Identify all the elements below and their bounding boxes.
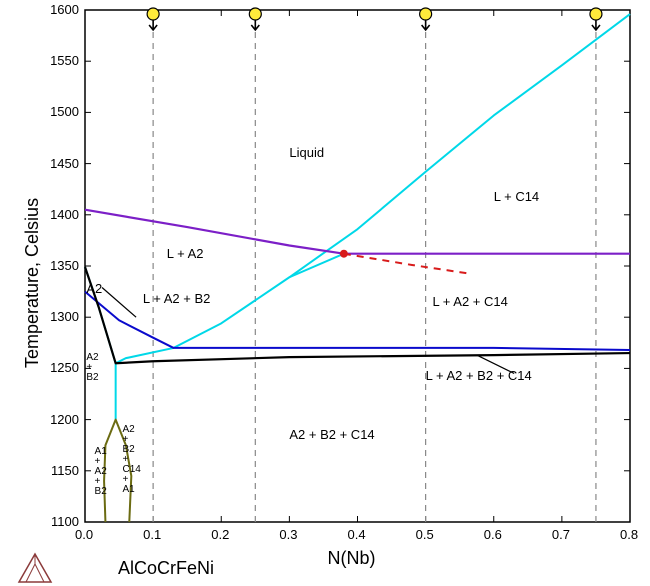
y-tick-label: 1450 [50, 156, 79, 171]
phase-region-label: L + A2 + B2 + C14 [426, 368, 532, 383]
y-tick-label: 1250 [50, 360, 79, 375]
x-tick-label: 0.0 [75, 527, 93, 542]
x-tick-label: 0.5 [416, 527, 434, 542]
y-tick-label: 1100 [51, 514, 79, 529]
phase-region-label: L + C14 [494, 189, 539, 204]
system-caption: AlCoCrFeNi [118, 558, 214, 579]
y-tick-label: 1300 [50, 309, 79, 324]
y-tick-label: 1400 [50, 207, 79, 222]
x-axis-label: N(Nb) [328, 548, 376, 569]
phase-region-label-small: A2+B2+C14+A1 [122, 425, 140, 495]
phase-region-label-small: A1+A2+B2 [95, 447, 107, 497]
phase-region-label-small: A2+B2 [86, 353, 98, 383]
phase-region-label: L + A2 [167, 246, 204, 261]
phase-region-label: L + A2 + C14 [432, 294, 507, 309]
x-tick-label: 0.2 [211, 527, 229, 542]
x-tick-label: 0.4 [348, 527, 366, 542]
y-tick-label: 1350 [50, 258, 79, 273]
phase-diagram: Temperature, Celsius N(Nb) AlCoCrFeNi 0.… [0, 0, 650, 586]
y-tick-label: 1500 [50, 104, 79, 119]
x-tick-label: 0.3 [279, 527, 297, 542]
y-axis-label: Temperature, Celsius [22, 198, 43, 368]
y-tick-label: 1150 [51, 463, 79, 478]
x-tick-label: 0.6 [484, 527, 502, 542]
x-tick-label: 0.1 [143, 527, 161, 542]
phase-region-label: A2 + B2 + C14 [289, 427, 374, 442]
phase-region-label: L + A2 + B2 [143, 291, 210, 306]
y-tick-label: 1550 [50, 53, 79, 68]
x-tick-label: 0.8 [620, 527, 638, 542]
y-tick-label: 1600 [50, 2, 79, 17]
x-tick-label: 0.7 [552, 527, 570, 542]
phase-region-label: Liquid [289, 145, 324, 160]
phase-region-label: A2 [86, 281, 102, 296]
y-tick-label: 1200 [50, 412, 79, 427]
